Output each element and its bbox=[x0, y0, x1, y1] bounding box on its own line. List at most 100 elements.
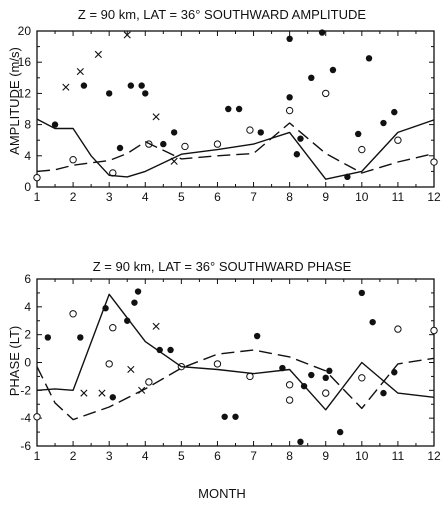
phase-filled-circle-point bbox=[391, 369, 398, 376]
amplitude-x-tick-label: 12 bbox=[427, 190, 441, 204]
amplitude-x-tick-label: 2 bbox=[70, 190, 77, 204]
phase-panel: Z = 90 km, LAT = 36° SOUTHWARD PHASE PHA… bbox=[7, 259, 441, 501]
phase-filled-circle-point bbox=[167, 346, 174, 354]
amplitude-y-tick-label: 4 bbox=[24, 149, 31, 163]
phase-open-circle-point bbox=[358, 374, 366, 382]
amplitude-y-tick-label: 8 bbox=[24, 118, 31, 132]
amplitude-filled-circle-point bbox=[127, 82, 135, 89]
phase-open-circle-point bbox=[322, 389, 330, 397]
phase-open-circle-point bbox=[430, 326, 438, 335]
phase-y-axis-label: PHASE (LT) bbox=[7, 326, 22, 397]
amplitude-filled-circle-point bbox=[286, 35, 293, 42]
phase-filled-circle-point bbox=[232, 413, 239, 420]
amplitude-open-circle-point bbox=[285, 106, 294, 115]
phase-filled-circle-point bbox=[297, 438, 304, 446]
amplitude-filled-circle-point bbox=[308, 74, 315, 82]
amplitude-x-tick-label: 11 bbox=[392, 190, 405, 204]
amplitude-open-circle-point bbox=[213, 140, 222, 148]
phase-filled-circle-point bbox=[156, 346, 163, 354]
amplitude-open-circle-point bbox=[69, 156, 77, 164]
phase-x-tick-label: 2 bbox=[70, 449, 77, 463]
phase-y-tick-label: 0 bbox=[24, 356, 31, 370]
phase-open-circle-point bbox=[69, 310, 77, 318]
amplitude-filled-circle-point bbox=[170, 129, 178, 136]
amplitude-x-tick-label: 1 bbox=[34, 190, 41, 204]
amplitude-open-circle-point bbox=[394, 136, 402, 144]
amplitude-filled-circle-point bbox=[293, 151, 301, 158]
amplitude-cross-point bbox=[123, 31, 131, 39]
amplitude-x-tick-label: 4 bbox=[142, 190, 149, 204]
phase-filled-circle-point bbox=[326, 367, 333, 375]
phase-open-circle-point bbox=[246, 372, 254, 381]
phase-x-tick-label: 5 bbox=[178, 449, 185, 463]
amplitude-solid-curve bbox=[36, 118, 435, 180]
phase-filled-circle-point bbox=[369, 318, 376, 326]
amplitude-plot-frame bbox=[36, 30, 435, 188]
amplitude-filled-circle-point bbox=[391, 108, 398, 116]
amplitude-filled-circle-point bbox=[355, 130, 362, 138]
amplitude-open-circle-point bbox=[430, 158, 438, 166]
phase-x-tick-label: 1 bbox=[34, 449, 41, 463]
phase-y-tick-label: -2 bbox=[20, 383, 31, 397]
phase-y-tick-label: 4 bbox=[24, 300, 31, 314]
phase-cross-point bbox=[80, 389, 88, 397]
phase-x-tick-label: 11 bbox=[392, 449, 405, 463]
phase-open-circle-point bbox=[33, 413, 41, 421]
amplitude-y-tick-label: 16 bbox=[18, 55, 32, 69]
amplitude-filled-circle-point bbox=[80, 82, 88, 89]
amplitude-filled-circle-point bbox=[116, 144, 124, 152]
amplitude-filled-circle-point bbox=[51, 121, 59, 128]
phase-solid-curve bbox=[36, 293, 435, 411]
phase-x-tick-label: 9 bbox=[322, 449, 329, 463]
amplitude-open-circle-point bbox=[358, 145, 366, 154]
phase-y-tick-label: -6 bbox=[20, 439, 31, 453]
amplitude-open-circle-point bbox=[246, 126, 254, 134]
phase-x-tick-label: 7 bbox=[250, 449, 257, 463]
phase-open-circle-point bbox=[213, 360, 222, 368]
phase-open-circle-point bbox=[145, 378, 153, 386]
phase-x-tick-label: 6 bbox=[214, 449, 221, 463]
amplitude-filled-circle-point bbox=[160, 140, 167, 148]
phase-filled-circle-point bbox=[336, 428, 344, 436]
amplitude-x-tick-label: 6 bbox=[214, 190, 221, 204]
phase-open-circle-point bbox=[105, 360, 113, 368]
amplitude-x-tick-label: 10 bbox=[355, 190, 369, 204]
phase-x-tick-label: 12 bbox=[427, 449, 441, 463]
amplitude-filled-circle-point bbox=[235, 105, 243, 113]
amplitude-y-tick-label: 20 bbox=[18, 24, 32, 38]
phase-y-tick-label: 2 bbox=[24, 328, 31, 342]
amplitude-x-tick-label: 5 bbox=[178, 190, 185, 204]
phase-y-tick-label: 6 bbox=[24, 272, 31, 286]
phase-open-circle-point bbox=[285, 396, 294, 404]
phase-filled-circle-point bbox=[253, 332, 261, 340]
amplitude-filled-circle-point bbox=[257, 129, 264, 136]
phase-y-tick-label: -4 bbox=[20, 411, 31, 425]
amplitude-filled-circle-point bbox=[286, 94, 293, 101]
phase-filled-circle-point bbox=[358, 289, 366, 297]
amplitude-filled-circle-point bbox=[380, 119, 387, 127]
amplitude-filled-circle-point bbox=[225, 105, 232, 113]
phase-filled-circle-point bbox=[308, 371, 315, 379]
amplitude-x-tick-label: 9 bbox=[322, 190, 329, 204]
phase-filled-circle-point bbox=[322, 374, 329, 382]
amplitude-y-tick-label: 12 bbox=[18, 86, 32, 100]
amplitude-filled-circle-point bbox=[138, 82, 145, 89]
phase-x-tick-label: 8 bbox=[286, 449, 293, 463]
amplitude-filled-circle-point bbox=[142, 90, 149, 97]
amplitude-cross-point bbox=[62, 83, 70, 91]
phase-open-circle-point bbox=[285, 381, 294, 389]
amplitude-filled-circle-point bbox=[318, 29, 326, 36]
amplitude-x-tick-label: 3 bbox=[106, 190, 113, 204]
phase-cross-point bbox=[98, 389, 106, 397]
phase-open-circle-point bbox=[109, 324, 117, 332]
phase-filled-circle-point bbox=[131, 299, 138, 306]
phase-title: Z = 90 km, LAT = 36° SOUTHWARD PHASE bbox=[93, 259, 352, 274]
amplitude-filled-circle-point bbox=[365, 55, 373, 62]
phase-x-tick-label: 4 bbox=[142, 449, 149, 463]
amplitude-open-circle-point bbox=[181, 142, 189, 151]
phase-filled-circle-point bbox=[109, 394, 116, 401]
amplitude-dashed-curve bbox=[36, 122, 435, 174]
phase-cross-point bbox=[152, 322, 160, 330]
phase-x-tick-label: 10 bbox=[355, 449, 369, 463]
